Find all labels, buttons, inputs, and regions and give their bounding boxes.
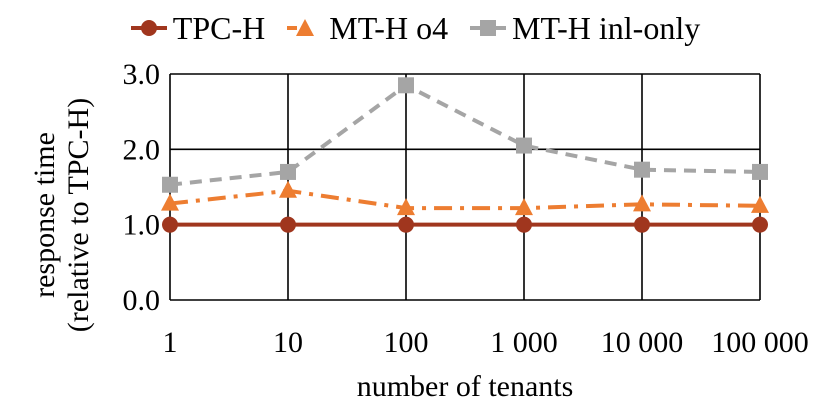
data-point-mt-h-inl-only [634, 161, 650, 178]
legend-swatch-tpc-h [130, 20, 167, 36]
legend-label-tpc-h: TPC-H [172, 9, 266, 46]
data-point-mt-h-o4 [397, 198, 415, 216]
series-line-mt-h-inl-only [169, 83, 761, 187]
data-point-mt-h-o4 [279, 180, 297, 198]
data-point-mt-h-o4 [751, 195, 769, 213]
data-point-tpc-h [280, 216, 296, 233]
data-point-tpc-h [634, 216, 650, 233]
tick-labels: 0.0 1.0 2.0 3.0 1 10 100 1 000 10 000 100 000 [123, 58, 809, 359]
x-axis-title: number of tenants [357, 370, 574, 403]
data-point-mt-h-inl-only [280, 163, 296, 180]
x-tick-label: 100 [384, 326, 429, 359]
legend-swatch-mt-h-inl-only [470, 20, 507, 36]
y-tick-label: 2.0 [123, 133, 161, 166]
data-point-mt-h-inl-only [162, 176, 178, 193]
data-point-mt-h-inl-only [398, 77, 414, 94]
x-tick-label: 10 [273, 326, 303, 359]
x-tick-label: 1 000 [490, 326, 558, 359]
data-point-mt-h-o4 [161, 193, 179, 211]
series-mt-h-inl-only [162, 77, 768, 193]
legend-label-mt-h-o4: MT-H o4 [329, 9, 449, 46]
data-point-tpc-h [752, 216, 768, 233]
legend-swatch-mt-h-o4 [287, 19, 315, 36]
y-tick-label: 0.0 [123, 284, 161, 317]
data-point-mt-h-inl-only [752, 163, 768, 180]
x-tick-label: 1 [163, 326, 178, 359]
data-point-tpc-h [398, 216, 414, 233]
data-point-mt-h-o4 [633, 194, 651, 212]
legend-item-mt-h-inl-only: MT-H inl-only [470, 10, 700, 47]
x-tick-label: 10 000 [601, 326, 684, 359]
data-point-tpc-h [516, 216, 532, 233]
data-point-mt-h-o4 [515, 198, 533, 216]
legend: TPC-H MT-H o4 MT-H inl-only [0, 4, 831, 52]
data-point-mt-h-inl-only [516, 137, 532, 154]
legend-item-tpc-h: TPC-H [130, 9, 266, 47]
x-tick-label: 100 000 [711, 326, 809, 359]
y-axis-title-line-1: response time [28, 132, 61, 298]
legend-item-mt-h-o4: MT-H o4 [287, 10, 448, 47]
series-layer [161, 77, 769, 233]
series-tpc-h [162, 216, 768, 233]
series-mt-h-o4 [161, 180, 769, 216]
series-line-mt-h-o4 [169, 188, 761, 211]
y-tick-label: 1.0 [123, 209, 161, 242]
gridlines [169, 73, 761, 301]
legend-label-mt-h-inl-only: MT-H inl-only [512, 9, 701, 46]
y-tick-label: 3.0 [123, 58, 161, 91]
y-axis-title-line-2: (relative to TPC-H) [62, 98, 95, 332]
data-point-tpc-h [162, 216, 178, 233]
